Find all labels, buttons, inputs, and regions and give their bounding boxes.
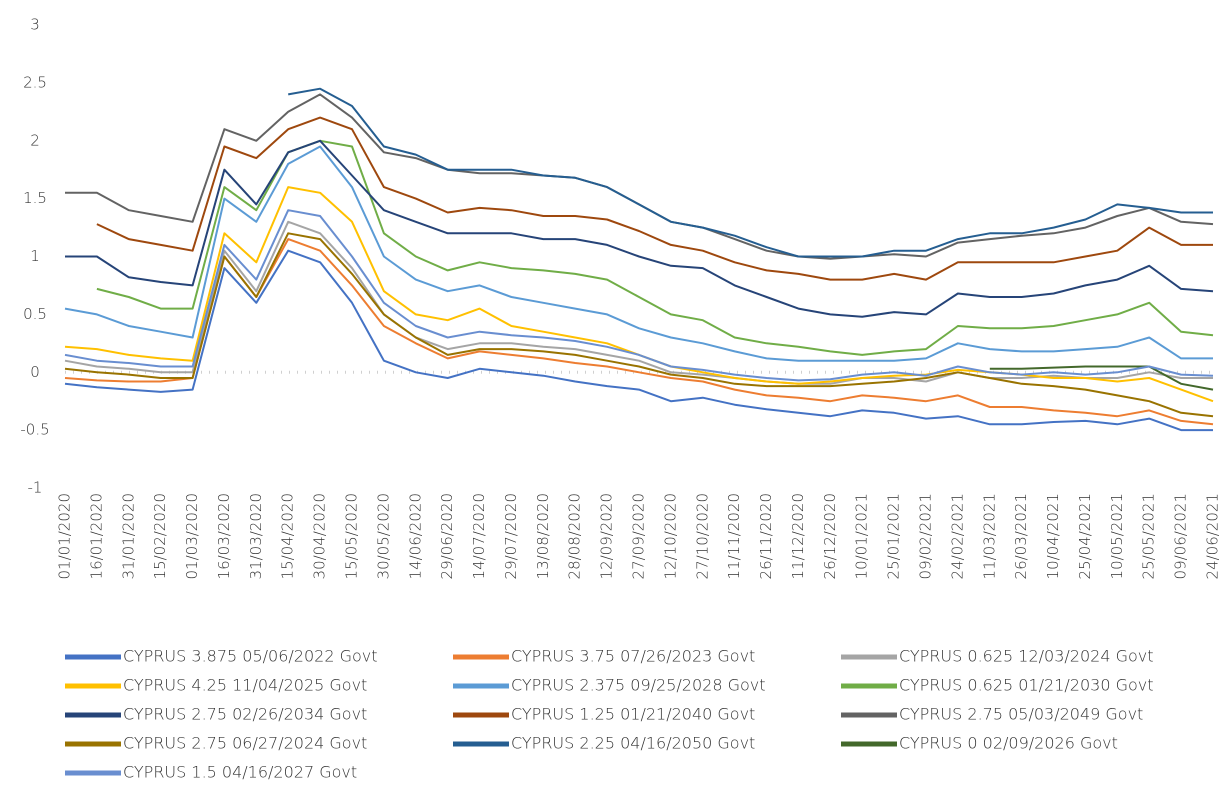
x-tick-label: 16/03/2020 <box>215 493 233 579</box>
legend: CYPRUS 3.875 05/06/2022 Govt CYPRUS 3.75 … <box>65 647 1154 782</box>
series-line <box>65 147 1213 361</box>
x-tick-label: 10/01/2021 <box>853 493 871 579</box>
x-tick-label: 16/01/2020 <box>87 493 105 579</box>
x-tick-label: 26/12/2020 <box>821 493 839 579</box>
series-line <box>65 141 1213 317</box>
x-tick-label: 31/03/2020 <box>247 493 265 579</box>
x-tick-label: 27/10/2020 <box>693 493 711 579</box>
x-tick-label: 31/01/2020 <box>119 493 137 579</box>
x-tick-label: 09/02/2021 <box>917 493 935 579</box>
x-tick-label: 14/06/2020 <box>406 493 424 579</box>
x-tick-label: 30/04/2020 <box>311 493 329 579</box>
x-tick-label: 11/11/2020 <box>725 493 743 579</box>
x-tick-label: 29/06/2020 <box>438 493 456 579</box>
y-tick-label: 0.5 <box>23 305 47 323</box>
x-tick-label: 01/01/2020 <box>56 493 74 579</box>
legend-label: CYPRUS 2.25 04/16/2050 Govt <box>511 734 755 753</box>
x-tick-label: 28/08/2020 <box>566 493 584 579</box>
legend-label: CYPRUS 3.75 07/26/2023 Govt <box>511 647 755 666</box>
x-tick-label: 29/07/2020 <box>502 493 520 579</box>
x-tick-label: 14/07/2020 <box>470 493 488 579</box>
x-tick-label: 24/06/2021 <box>1204 493 1221 579</box>
y-tick-label: 2.5 <box>23 73 47 91</box>
x-tick-label: 25/05/2021 <box>1140 493 1158 579</box>
x-tick-label: 15/02/2020 <box>151 493 169 579</box>
y-tick-label: -0.5 <box>20 421 49 439</box>
x-tick-label: 30/05/2020 <box>374 493 392 579</box>
x-tick-label: 26/11/2020 <box>757 493 775 579</box>
series-line <box>65 251 1213 430</box>
x-tick-label: 26/03/2021 <box>1012 493 1030 579</box>
x-tick-label: 01/03/2020 <box>183 493 201 579</box>
legend-label: CYPRUS 0.625 12/03/2024 Govt <box>899 647 1154 666</box>
y-tick-label: -1 <box>28 479 43 497</box>
legend-label: CYPRUS 1.5 04/16/2027 Govt <box>123 763 357 782</box>
x-tick-label: 11/12/2020 <box>789 493 807 579</box>
x-tick-label: 11/03/2021 <box>980 493 998 579</box>
x-tick-label: 13/08/2020 <box>534 493 552 579</box>
y-tick-label: 1 <box>30 247 40 265</box>
y-tick-label: 0 <box>30 363 40 381</box>
series-line <box>97 141 1213 355</box>
x-tick-label: 15/04/2020 <box>279 493 297 579</box>
x-tick-label: 24/02/2021 <box>948 493 966 579</box>
y-tick-label: 2 <box>30 131 40 149</box>
legend-label: CYPRUS 0.625 01/21/2030 Govt <box>899 676 1154 695</box>
x-tick-label: 15/05/2020 <box>343 493 361 579</box>
x-tick-label: 10/05/2021 <box>1108 493 1126 579</box>
x-tick-label: 27/09/2020 <box>630 493 648 579</box>
x-tick-label: 12/10/2020 <box>661 493 679 579</box>
legend-label: CYPRUS 3.875 05/06/2022 Govt <box>123 647 378 666</box>
legend-label: CYPRUS 2.75 06/27/2024 Govt <box>123 734 367 753</box>
y-tick-label: 3 <box>30 16 40 34</box>
legend-label: CYPRUS 1.25 01/21/2040 Govt <box>511 705 755 724</box>
x-tick-label: 25/01/2021 <box>885 493 903 579</box>
x-tick-label: 09/06/2021 <box>1172 493 1190 579</box>
legend-label: CYPRUS 0 02/09/2026 Govt <box>899 734 1118 753</box>
legend-label: CYPRUS 2.375 09/25/2028 Govt <box>511 676 766 695</box>
series-line <box>97 118 1213 280</box>
x-tick-label: 10/04/2021 <box>1044 493 1062 579</box>
series-line <box>65 94 1213 258</box>
series-line <box>288 89 1213 257</box>
x-tick-label: 12/09/2020 <box>598 493 616 579</box>
x-tick-label: 25/04/2021 <box>1076 493 1094 579</box>
y-tick-label: 1.5 <box>23 189 47 207</box>
legend-label: CYPRUS 2.75 02/26/2034 Govt <box>123 705 367 724</box>
legend-label: CYPRUS 2.75 05/03/2049 Govt <box>899 705 1143 724</box>
legend-label: CYPRUS 4.25 11/04/2025 Govt <box>123 676 367 695</box>
